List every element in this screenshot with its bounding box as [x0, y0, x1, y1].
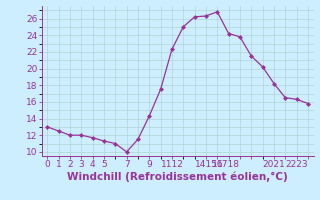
X-axis label: Windchill (Refroidissement éolien,°C): Windchill (Refroidissement éolien,°C) — [67, 172, 288, 182]
